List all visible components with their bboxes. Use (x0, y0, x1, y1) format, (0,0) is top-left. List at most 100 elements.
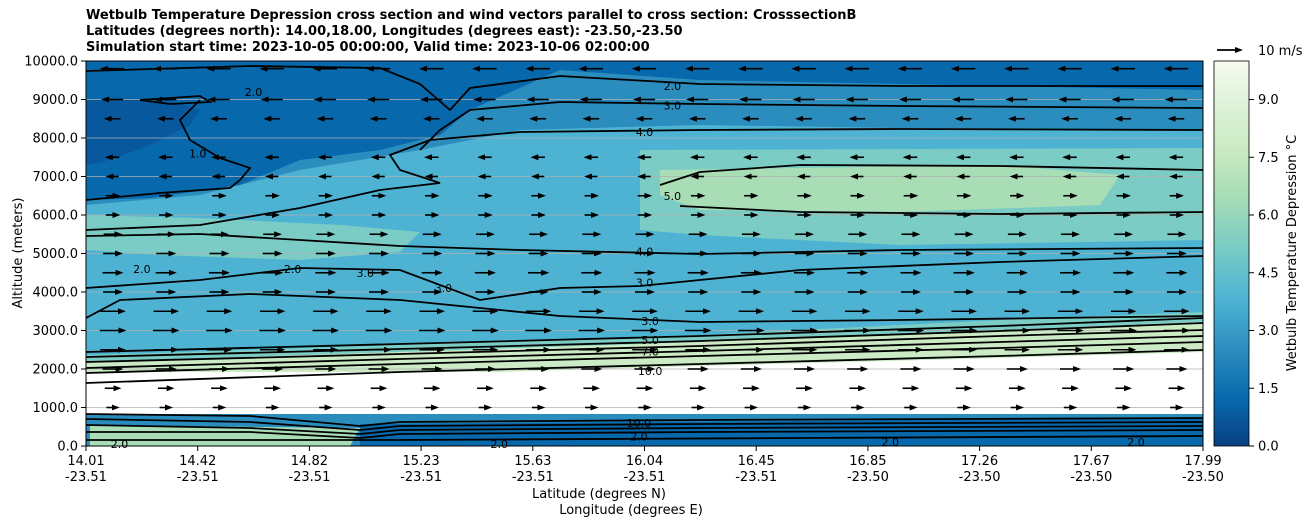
contour-line-7-low (86, 329, 1203, 363)
colorbar-tick-label: 1.5 (1258, 382, 1279, 397)
contour-line-1 (86, 99, 252, 201)
y-tick-label: 3000.0 (33, 324, 79, 339)
x-tick-label-lat: 14.42 (179, 454, 216, 469)
x-tick-label-lon: -23.51 (624, 470, 666, 485)
colorbar-label: Wetbulb Temperature Depression °C (1285, 135, 1300, 372)
contour-label: 3.0 (641, 315, 659, 328)
colorbar-tick-label: 9.0 (1258, 93, 1279, 108)
x-tick-label-lon: -23.51 (65, 470, 107, 485)
contour-label: 7.0 (641, 346, 659, 359)
y-tick-label: 1000.0 (33, 401, 79, 416)
quiver-key: 10 m/s (1217, 44, 1303, 59)
x-tick-label-lon: -23.51 (400, 470, 442, 485)
colorbar: 0.0 1.5 3.0 4.5 6.0 7.5 9.0 Wetbulb Temperatur… (1213, 60, 1300, 455)
contour-label: 4.0 (636, 126, 654, 139)
x-tick-label-lat: 16.04 (626, 454, 663, 469)
x-tick-label-lon: -23.51 (512, 470, 554, 485)
contour-label: 10.0 (638, 365, 663, 378)
y-tick-label: 9000.0 (33, 93, 79, 108)
chart-title-line-3: Simulation start time: 2023-10-05 00:00:… (86, 40, 650, 55)
x-tick-label-lat: 17.67 (1073, 454, 1110, 469)
contour-line-8-low (86, 335, 1203, 369)
y-axis-ticks: 0.0 1000.0 2000.0 3000.0 4000.0 5000.0 6000.0 7… (24, 55, 86, 455)
contour-label: 2.0 (664, 80, 682, 93)
colorbar-gradient (1213, 60, 1250, 447)
y-tick-label: 4000.0 (33, 286, 79, 301)
x-tick-label-lon: -23.50 (1070, 470, 1112, 485)
x-tick-label-lon: -23.51 (177, 470, 219, 485)
contour-label: 5.0 (641, 334, 659, 347)
contour-line-5-b (679, 205, 1203, 215)
x-axis-label: Latitude (degrees N) (532, 487, 666, 502)
y-axis-label: Altitude (meters) (11, 198, 26, 309)
contour-label: 1.0 (189, 147, 207, 160)
contour-label: 2.0 (284, 263, 302, 276)
contour-line-surface-3 (86, 424, 1203, 435)
y-tick-label: 6000.0 (33, 209, 79, 224)
contour-label: 2.0 (111, 438, 129, 451)
contour-label: 2.0 (1127, 436, 1145, 449)
contour-line-5-a (659, 164, 1203, 186)
x-tick-label-lon: -23.50 (959, 470, 1001, 485)
contour-line-9-low (86, 341, 1203, 374)
x-axis-ticks: 14.01-23.5114.42-23.5114.82-23.5115.23-2… (65, 446, 1224, 485)
contour-label: 2.0 (491, 438, 509, 451)
contour-lines (86, 65, 1203, 441)
contour-line-4-upper (86, 128, 1203, 231)
contour-fill-mid-greener (660, 165, 1120, 212)
colorbar-ticks: 0.0 1.5 3.0 4.5 6.0 7.5 9.0 (1249, 93, 1279, 455)
contour-label: 3.0 (357, 267, 375, 280)
contour-label: 2.0 (245, 86, 263, 99)
contour-line-5-low (86, 317, 1203, 353)
x-tick-label-lon: -23.51 (735, 470, 777, 485)
y-tick-label: 10000.0 (24, 55, 78, 70)
colorbar-tick-label: 4.5 (1258, 266, 1279, 281)
x-tick-label-lat: 17.26 (961, 454, 998, 469)
colorbar-tick-label: 0.0 (1258, 440, 1279, 455)
contour-fill-upper-darkest (86, 98, 200, 165)
contour-line-3-upper (419, 101, 1203, 151)
contour-label: 3.0 (636, 276, 654, 289)
x-tick-label-lat: 15.63 (514, 454, 551, 469)
x-tick-label-lat: 16.85 (849, 454, 886, 469)
contour-line-surface-4 (86, 429, 1203, 439)
y-tick-label: 2000.0 (33, 363, 79, 378)
x-tick-label-lon: -23.50 (847, 470, 889, 485)
chart-title-line-1: Wetbulb Temperature Depression cross sec… (86, 8, 857, 23)
x-tick-label-lat: 16.45 (738, 454, 775, 469)
contour-line-6-low (86, 322, 1203, 358)
contour-label: 10.0 (627, 417, 652, 430)
x-tick-label-lat: 14.01 (67, 454, 104, 469)
colorbar-tick-label: 3.0 (1258, 324, 1279, 339)
colorbar-tick-label: 6.0 (1258, 209, 1279, 224)
chart-title-line-2: Latitudes (degrees north): 14.00,18.00, … (86, 24, 683, 39)
contour-label: 4.0 (636, 246, 654, 259)
x-axis-label-secondary: Longitude (degrees E) (559, 503, 703, 518)
contour-label: 3.0 (664, 99, 682, 112)
contour-line-surface-2 (86, 418, 1203, 431)
contour-label: 2.0 (133, 263, 151, 276)
contour-label: 3.0 (435, 282, 453, 295)
contour-line-surface-5 (86, 435, 1203, 441)
contour-fill-upper-darker (86, 61, 1203, 200)
x-tick-label-lon: -23.50 (1182, 470, 1224, 485)
quiver-key-label: 10 m/s (1258, 44, 1303, 59)
wind-vectors (99, 65, 1191, 411)
contour-label: 2.0 (630, 430, 648, 443)
contour-line-3-low (86, 293, 1203, 323)
y-tick-label: 7000.0 (33, 170, 79, 185)
x-tick-label-lat: 14.82 (291, 454, 328, 469)
contour-line-10-low (86, 349, 1203, 384)
contour-label: 5.0 (664, 190, 682, 203)
colorbar-tick-label: 7.5 (1258, 151, 1279, 166)
contour-line-surface-1 (86, 413, 1203, 427)
y-tick-label: 8000.0 (33, 132, 79, 147)
x-tick-label-lon: -23.51 (288, 470, 330, 485)
y-tick-label: 0.0 (57, 440, 78, 455)
y-tick-label: 5000.0 (33, 247, 79, 262)
x-tick-label-lat: 17.99 (1184, 454, 1221, 469)
contour-line-3-mid (86, 255, 1203, 301)
x-tick-label-lat: 15.23 (402, 454, 439, 469)
contour-label: 2.0 (881, 436, 899, 449)
